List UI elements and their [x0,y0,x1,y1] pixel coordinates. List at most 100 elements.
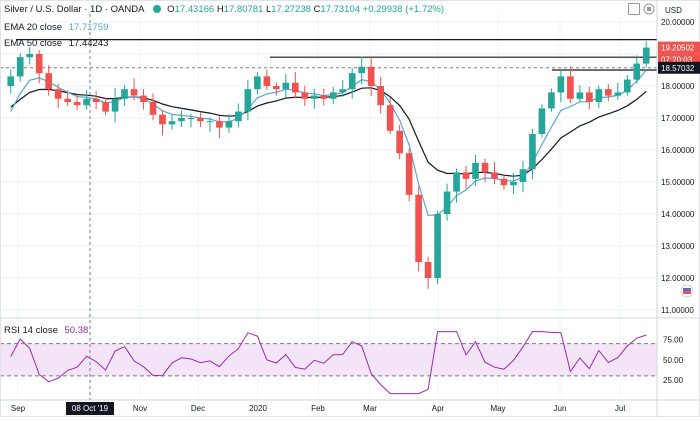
candle-body [348,73,356,90]
candle-body [83,98,90,106]
candle-body [26,54,34,58]
candle-body [386,105,394,131]
last-price-tag: 19.20502 [661,44,695,53]
candle-body [149,102,157,115]
candle-body [178,118,185,122]
rsi-label: RSI 14 close [4,325,58,336]
open-value: 17.43166 [174,4,215,15]
low-value: 17.27238 [271,4,311,15]
candle-body [254,76,261,90]
candle-body [557,76,565,93]
candle-body [462,172,470,179]
candle-body [206,121,214,123]
candle-body [216,121,223,128]
x-tick-label: Sep [11,404,26,413]
candle-body [548,92,555,109]
close-label: C [313,4,321,15]
candle-body [45,73,53,90]
currency-label: USD [665,6,682,15]
candle-body [576,92,584,99]
x-tick-label: Dec [191,404,205,413]
candle-body [358,66,366,74]
candle-body [64,98,71,102]
candle-body [595,89,603,102]
candle-body [415,194,422,262]
x-tick-label: Feb [311,404,325,413]
candle-body [519,169,527,182]
candle-body [586,92,593,102]
x-tick-label: Jun [554,404,567,413]
y-tick-label: 17.00000 [661,114,695,123]
x-tick-label: Jul [615,404,625,413]
ema50-label: EMA 50 close [4,38,63,49]
candle-body [291,82,299,93]
y-tick-label: 13.00000 [661,242,695,251]
y-tick-label: 15.00000 [661,178,695,187]
candle-body [396,130,403,154]
high-label: H [216,4,224,15]
candle-body [538,108,546,134]
candle-body [92,98,100,102]
candle-body [54,89,62,99]
y-tick-label: 20.00000 [661,18,695,27]
candle-body [329,92,337,99]
grid [0,14,657,400]
close-value: 17.73104 [320,4,361,15]
rsi-tick-label: 75.00 [663,336,684,345]
candle-body [130,89,138,96]
cursor-price-tag-bg [658,61,700,74]
candle-body [367,66,375,86]
candle-body [187,118,195,119]
candle-body [510,182,517,186]
alert-icon[interactable] [643,2,655,15]
change-value: +0.29938 (+1.72%) [362,4,445,15]
candles [7,41,650,289]
candle-body [642,47,650,64]
rsi-legend: RSI 14 close 50.38 [4,325,88,336]
y-tick-label: 18.00000 [661,82,695,91]
candle-body [453,172,460,192]
candle-body [320,95,328,99]
candle-body [633,63,641,80]
candle-body [35,54,43,74]
candle-body [301,92,309,99]
x-tick-label: May [490,404,505,413]
candle-body [567,76,574,99]
candle-body [614,92,622,96]
candle-body [244,89,252,112]
candle-body [7,76,15,86]
candle-body [273,86,280,90]
candle-body [405,153,413,195]
symbol-title: Silver / U.S. Dollar · 1D · OANDA [4,4,144,15]
flag-icon[interactable] [680,284,694,298]
candle-body [604,89,612,96]
crosshair-date-tag [66,402,114,415]
candle-body [481,162,489,173]
status-dot-icon [152,5,161,14]
ema20-value: 17.71759 [68,22,109,33]
ema50-value: 17.44243 [68,38,109,49]
candle-body [235,111,242,122]
rsi-band [0,343,657,376]
candle-body [111,98,119,112]
candle-body [159,114,166,125]
candle-body [529,134,536,170]
y-tick-label: 11.00000 [661,306,694,315]
candle-body [310,95,318,99]
candle-body [225,121,233,128]
open-label: O [167,4,175,15]
candle-body [500,178,508,186]
low-label: L [265,4,272,15]
candle-body [377,86,384,106]
header-legend: Silver / U.S. Dollar · 1D · OANDA O17.43… [4,4,444,15]
candle-body [102,102,109,112]
x-tick-label: 2020 [249,404,267,413]
y-tick-label: 16.00000 [661,146,695,155]
candle-body [168,121,176,125]
candle-body [443,191,451,214]
candle-body [623,79,631,93]
settings-icon[interactable] [628,3,640,15]
candle-body [434,214,441,278]
